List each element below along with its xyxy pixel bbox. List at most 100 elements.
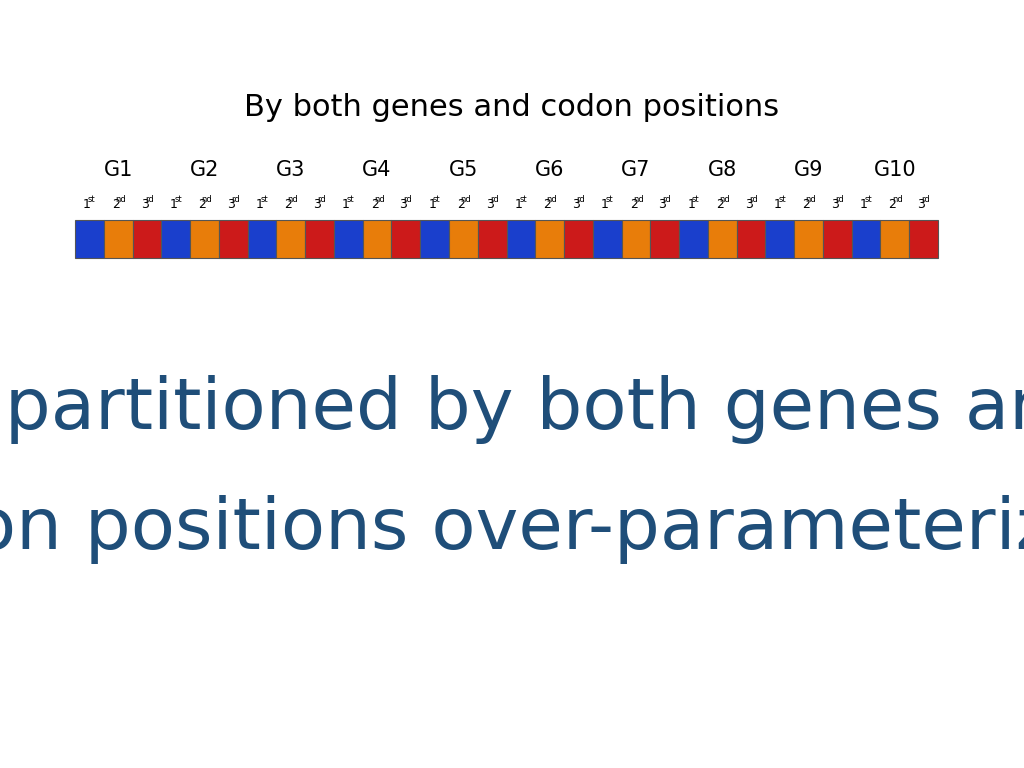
Text: 1: 1 (860, 198, 867, 211)
Text: 2: 2 (630, 198, 638, 211)
Bar (391, 220, 420, 258)
Bar (132, 220, 162, 258)
Text: nd: nd (202, 196, 212, 204)
Text: 3: 3 (918, 198, 926, 211)
Text: 1: 1 (687, 198, 695, 211)
Text: 3: 3 (572, 198, 580, 211)
Text: 2: 2 (199, 198, 206, 211)
Text: 1: 1 (83, 198, 91, 211)
Text: 2: 2 (716, 198, 724, 211)
Text: rd: rd (922, 196, 930, 204)
Bar (679, 220, 708, 258)
Text: rd: rd (749, 196, 758, 204)
Text: 3: 3 (831, 198, 839, 211)
Text: rd: rd (231, 196, 240, 204)
Bar (162, 220, 190, 258)
Bar (536, 220, 564, 258)
Bar (420, 220, 449, 258)
Text: 3: 3 (313, 198, 322, 211)
Text: st: st (347, 196, 354, 204)
Bar (449, 220, 478, 258)
Text: nd: nd (374, 196, 385, 204)
Text: rd: rd (577, 196, 585, 204)
Bar (622, 220, 650, 258)
Text: st: st (692, 196, 699, 204)
Text: st: st (519, 196, 527, 204)
Bar (823, 220, 852, 258)
Text: 3: 3 (658, 198, 667, 211)
Text: nd: nd (633, 196, 644, 204)
Text: G9: G9 (794, 160, 823, 180)
Bar (593, 220, 622, 258)
Bar (276, 220, 305, 258)
Text: nd: nd (115, 196, 126, 204)
Bar (881, 220, 909, 258)
Text: rd: rd (836, 196, 844, 204)
Text: st: st (174, 196, 182, 204)
Bar (909, 220, 938, 258)
Bar (219, 220, 248, 258)
Text: 2: 2 (285, 198, 293, 211)
Bar (765, 220, 795, 258)
Text: rd: rd (490, 196, 499, 204)
Text: G3: G3 (276, 160, 305, 180)
Text: st: st (864, 196, 872, 204)
Text: nd: nd (892, 196, 902, 204)
Text: G6: G6 (535, 160, 564, 180)
Text: 3: 3 (227, 198, 234, 211)
Text: st: st (605, 196, 613, 204)
Text: 1: 1 (169, 198, 177, 211)
Bar (708, 220, 736, 258)
Text: rd: rd (403, 196, 413, 204)
Text: 2: 2 (112, 198, 120, 211)
Text: st: st (260, 196, 268, 204)
Bar (795, 220, 823, 258)
Text: codon positions over-parameterized?: codon positions over-parameterized? (0, 495, 1024, 564)
Bar (852, 220, 881, 258)
Text: 3: 3 (485, 198, 494, 211)
Bar (478, 220, 507, 258)
Text: G7: G7 (622, 160, 650, 180)
Bar (248, 220, 276, 258)
Bar (564, 220, 593, 258)
Bar (305, 220, 334, 258)
Text: G1: G1 (103, 160, 133, 180)
Text: st: st (778, 196, 785, 204)
Bar (507, 220, 536, 258)
Text: G2: G2 (189, 160, 219, 180)
Text: 2: 2 (803, 198, 810, 211)
Bar (190, 220, 219, 258)
Text: 1: 1 (256, 198, 263, 211)
Text: Is partitioned by both genes and: Is partitioned by both genes and (0, 376, 1024, 445)
Text: nd: nd (547, 196, 557, 204)
Text: 3: 3 (399, 198, 408, 211)
Text: nd: nd (288, 196, 298, 204)
Text: G8: G8 (708, 160, 737, 180)
Text: 2: 2 (457, 198, 465, 211)
Text: By both genes and codon positions: By both genes and codon positions (245, 94, 779, 123)
Text: G5: G5 (449, 160, 478, 180)
Text: 1: 1 (342, 198, 350, 211)
Text: st: st (433, 196, 440, 204)
Text: rd: rd (317, 196, 327, 204)
Bar (362, 220, 391, 258)
Text: 1: 1 (428, 198, 436, 211)
Text: 2: 2 (889, 198, 896, 211)
Bar (103, 220, 132, 258)
Bar (650, 220, 679, 258)
Text: rd: rd (663, 196, 672, 204)
Text: 1: 1 (601, 198, 609, 211)
Text: st: st (88, 196, 95, 204)
Text: nd: nd (806, 196, 816, 204)
Bar (736, 220, 765, 258)
Bar (75, 220, 103, 258)
Bar (334, 220, 362, 258)
Text: nd: nd (460, 196, 471, 204)
Text: 1: 1 (773, 198, 781, 211)
Text: 2: 2 (371, 198, 379, 211)
Text: 3: 3 (140, 198, 148, 211)
Text: rd: rd (144, 196, 154, 204)
Text: 2: 2 (544, 198, 551, 211)
Text: G10: G10 (873, 160, 916, 180)
Text: nd: nd (719, 196, 730, 204)
